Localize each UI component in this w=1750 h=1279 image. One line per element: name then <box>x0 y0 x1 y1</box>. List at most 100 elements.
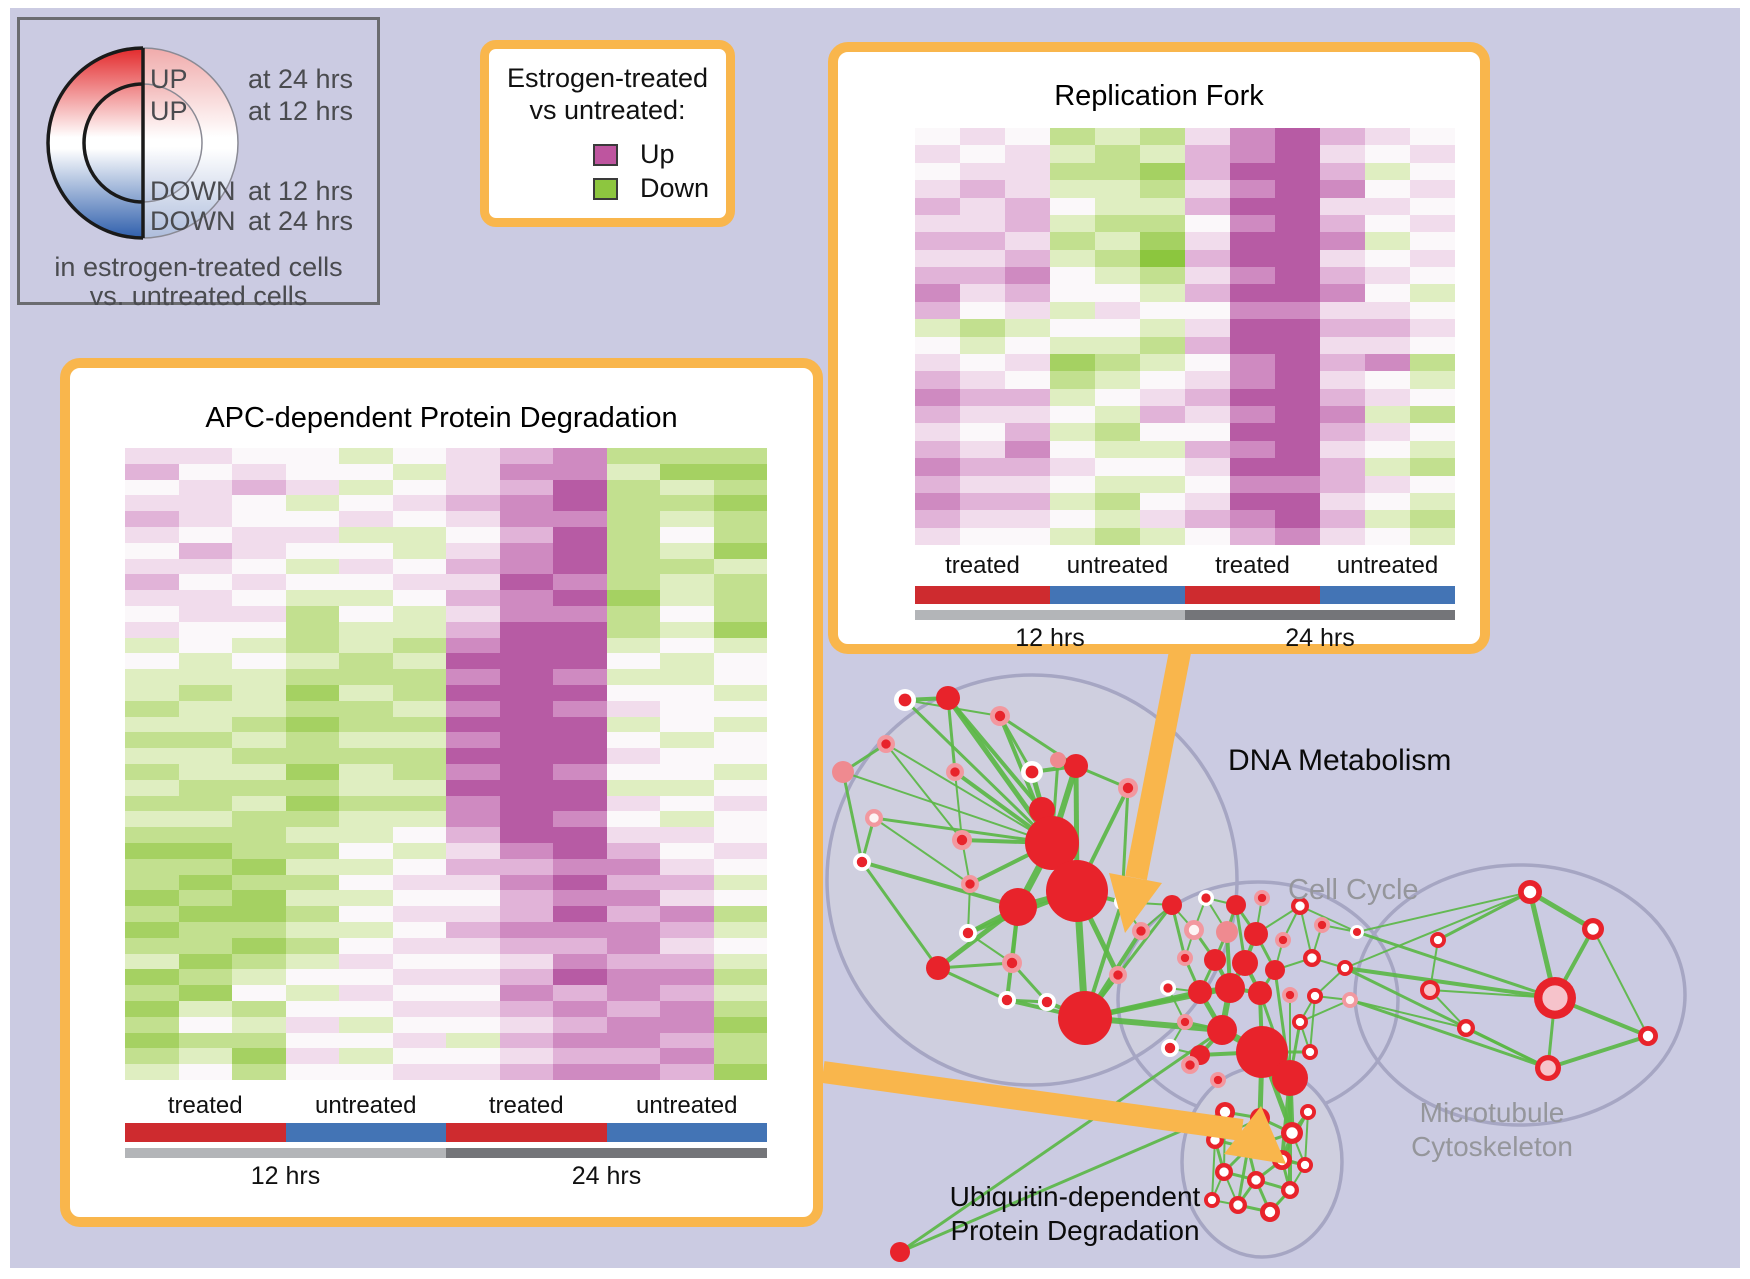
heatmap-cell <box>660 574 714 591</box>
heatmap-cell <box>1140 128 1185 146</box>
heatmap-cell <box>553 495 607 512</box>
heatmap-cell <box>1005 406 1050 424</box>
heatmap-cell <box>960 475 1005 493</box>
heatmap-cell <box>232 448 286 464</box>
ring-down-12-label: DOWN <box>150 176 236 206</box>
network-edge <box>841 771 864 863</box>
heatmap-cell <box>339 922 393 938</box>
heatmap-cell <box>660 448 714 464</box>
heatmap-cell <box>285 764 339 780</box>
heatmap-cell <box>178 779 232 796</box>
heatmap-cell <box>392 811 446 828</box>
network-node-core <box>1285 990 1295 1000</box>
network-node <box>926 956 950 980</box>
heatmap-cell <box>713 653 767 670</box>
heatmap-cell <box>1185 162 1230 181</box>
heatmap-cell <box>1185 475 1230 493</box>
heatmap-cell <box>446 574 500 591</box>
heatmap-cell <box>1050 423 1095 441</box>
heatmap-cell <box>915 475 960 493</box>
heatmap-cell <box>1095 440 1140 459</box>
network-edge <box>1356 891 1531 933</box>
network-node <box>1025 816 1079 870</box>
color-bar-segment-3 <box>606 1123 767 1142</box>
heatmap-cell <box>499 1001 553 1017</box>
heatmap-cell <box>1275 267 1320 285</box>
network-edge <box>1344 891 1531 969</box>
heatmap-cell <box>499 495 553 512</box>
heatmap-cell <box>499 795 553 812</box>
heatmap-cell <box>606 858 660 875</box>
heatmap-cell <box>660 890 714 907</box>
heatmap-cell <box>125 779 179 796</box>
heatmap-cell <box>339 827 393 843</box>
heatmap-cell <box>285 558 339 575</box>
network-node-core <box>1276 1154 1288 1166</box>
heatmap-cell <box>915 319 960 337</box>
heatmap-cell <box>606 1001 660 1017</box>
heatmap-cell <box>1320 128 1365 146</box>
cell-cycle-label: Cell Cycle <box>1288 874 1419 906</box>
heatmap-cell <box>1410 232 1455 250</box>
heatmap-cell <box>713 827 767 843</box>
heatmap-cell <box>1230 336 1275 354</box>
heatmap-cell <box>1005 214 1050 233</box>
heatmap-cell <box>178 748 232 764</box>
heatmap-cell <box>660 1048 714 1065</box>
heatmap-cell <box>606 637 660 654</box>
heatmap-cell <box>1050 214 1095 233</box>
heatmap-cell <box>339 527 393 543</box>
heatmap-cell <box>960 406 1005 424</box>
heatmap-cell <box>339 511 393 527</box>
heatmap-cell <box>499 764 553 780</box>
heatmap-cell <box>499 827 553 843</box>
network-node-core <box>1345 995 1355 1005</box>
heatmap-cell <box>178 843 232 859</box>
heatmap-cell <box>392 827 446 843</box>
heatmap-cell <box>339 463 393 480</box>
heatmap-cell <box>125 1032 179 1049</box>
heatmap-cell <box>915 162 960 181</box>
heatmap-cell <box>125 874 179 891</box>
heatmap-cell <box>339 669 393 685</box>
heatmap-cell <box>125 448 179 464</box>
heatmap-cell <box>125 463 179 480</box>
microtubule-cytoskeleton-label: Microtubule Cytoskeleton <box>1378 1096 1606 1164</box>
heatmap-cell <box>499 621 553 638</box>
heatmap-cell <box>915 232 960 250</box>
heatmap-cell <box>1365 388 1410 406</box>
heatmap-cell <box>125 827 179 843</box>
heatmap-cell <box>1095 214 1140 233</box>
heatmap-cell <box>499 969 553 986</box>
heatmap-cell <box>232 542 286 559</box>
heatmap-cell <box>178 764 232 780</box>
heatmap-cell <box>232 748 286 764</box>
heatmap-cell <box>1140 388 1185 406</box>
heatmap-cell <box>1230 284 1275 302</box>
heatmap-cell <box>1275 353 1320 372</box>
network-node <box>999 888 1037 926</box>
time-label-12hrs: 12 hrs <box>250 1162 321 1190</box>
network-node <box>1216 921 1238 943</box>
heatmap-cell <box>1320 388 1365 406</box>
heatmap-cell <box>125 748 179 764</box>
heatmap-cell <box>1230 440 1275 459</box>
ring-down-12-time: at 12 hrs <box>248 176 354 206</box>
heatmap-cell <box>1275 492 1320 511</box>
heatmap-cell <box>1320 180 1365 198</box>
heatmap-cell <box>446 669 500 685</box>
heatmap-cell <box>1410 128 1455 146</box>
heatmap-cell <box>713 890 767 907</box>
heatmap-cell <box>1050 197 1095 215</box>
heatmap-cell <box>1230 388 1275 406</box>
heatmap-cell <box>915 336 960 354</box>
heatmap-cell <box>1410 145 1455 163</box>
heatmap-cell <box>1005 353 1050 372</box>
heatmap-cell <box>1005 232 1050 250</box>
heatmap-cell <box>713 985 767 1001</box>
network-node <box>1272 1060 1308 1096</box>
heatmap-cell <box>125 811 179 828</box>
heatmap-cell <box>339 969 393 986</box>
heatmap-cell <box>713 874 767 891</box>
network-edge <box>1344 966 1556 1000</box>
